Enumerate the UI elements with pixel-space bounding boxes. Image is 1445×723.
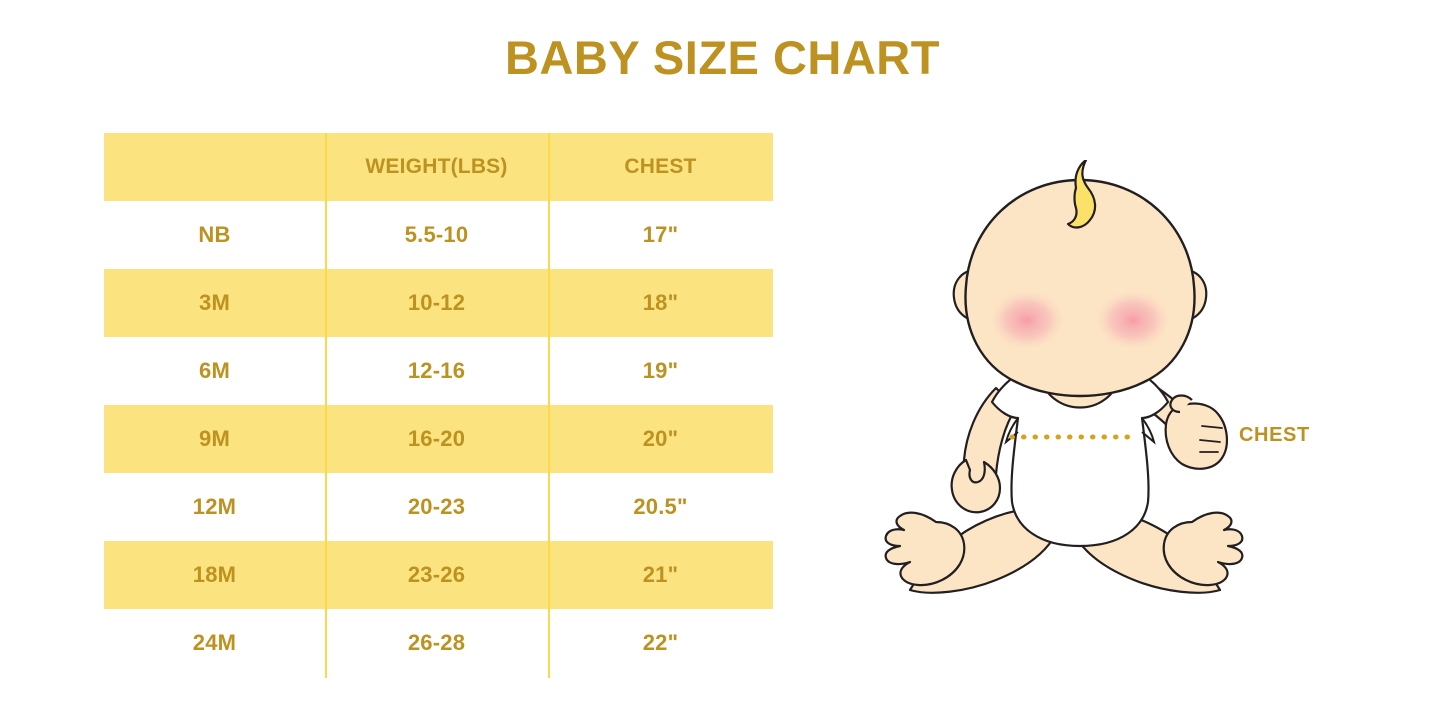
cell-chest: 18"	[642, 290, 679, 315]
cell-weight: 23-26	[407, 562, 466, 587]
right-foot	[1162, 511, 1244, 587]
table-row: 6M 12-16 19"	[104, 337, 773, 405]
column-header-chest: CHEST	[624, 155, 697, 178]
cell-size: 6M	[199, 358, 230, 383]
cell-size: 24M	[192, 630, 237, 655]
right-cheek-blush	[1093, 288, 1173, 352]
cell-size: 12M	[192, 494, 237, 519]
cell-chest: 20"	[642, 426, 679, 451]
cell-weight: 12-16	[407, 358, 466, 383]
cell-chest: 21"	[642, 562, 679, 587]
onesie-right-sleeve-crease	[1141, 417, 1156, 445]
cell-weight: 26-28	[407, 630, 466, 655]
cell-size: NB	[198, 222, 231, 247]
cell-chest: 17"	[642, 222, 679, 247]
cell-chest: 19"	[642, 358, 679, 383]
column-header-size	[104, 133, 325, 201]
column-header-weight: WEIGHT(LBS)	[365, 155, 508, 178]
table-row: NB 5.5-10 17"	[104, 201, 773, 269]
hair-curl	[1066, 160, 1097, 229]
table-row: 24M 26-28 22"	[104, 609, 773, 677]
column-divider-2	[548, 133, 550, 678]
cell-size: 18M	[192, 562, 237, 587]
left-hand	[950, 458, 1002, 514]
table-row: 3M 10-12 18"	[104, 269, 773, 337]
onesie-left-sleeve-crease	[1004, 417, 1019, 445]
chest-measure-label: CHEST	[1239, 424, 1310, 446]
page-title: BABY SIZE CHART	[505, 31, 940, 84]
table-row: 9M 16-20 20"	[104, 405, 773, 473]
cell-weight: 10-12	[407, 290, 466, 315]
right-fist	[1164, 394, 1228, 470]
cell-chest: 22"	[642, 630, 679, 655]
cell-size: 9M	[199, 426, 230, 451]
left-foot	[884, 511, 966, 587]
sitting-baby-illustration	[884, 160, 1244, 594]
table-header-row: WEIGHT(LBS) CHEST	[104, 133, 773, 201]
cell-chest: 20.5"	[633, 494, 688, 519]
table-row: 12M 20-23 20.5"	[104, 473, 773, 541]
size-chart-table: WEIGHT(LBS) CHEST NB 5.5-10 17" 3M 10-12…	[104, 133, 773, 678]
cell-size: 3M	[199, 290, 230, 315]
cell-weight: 20-23	[407, 494, 466, 519]
table-row: 18M 23-26 21"	[104, 541, 773, 609]
column-divider-1	[325, 133, 327, 678]
cell-weight: 16-20	[407, 426, 466, 451]
left-cheek-blush	[987, 288, 1067, 352]
cell-weight: 5.5-10	[404, 222, 469, 247]
